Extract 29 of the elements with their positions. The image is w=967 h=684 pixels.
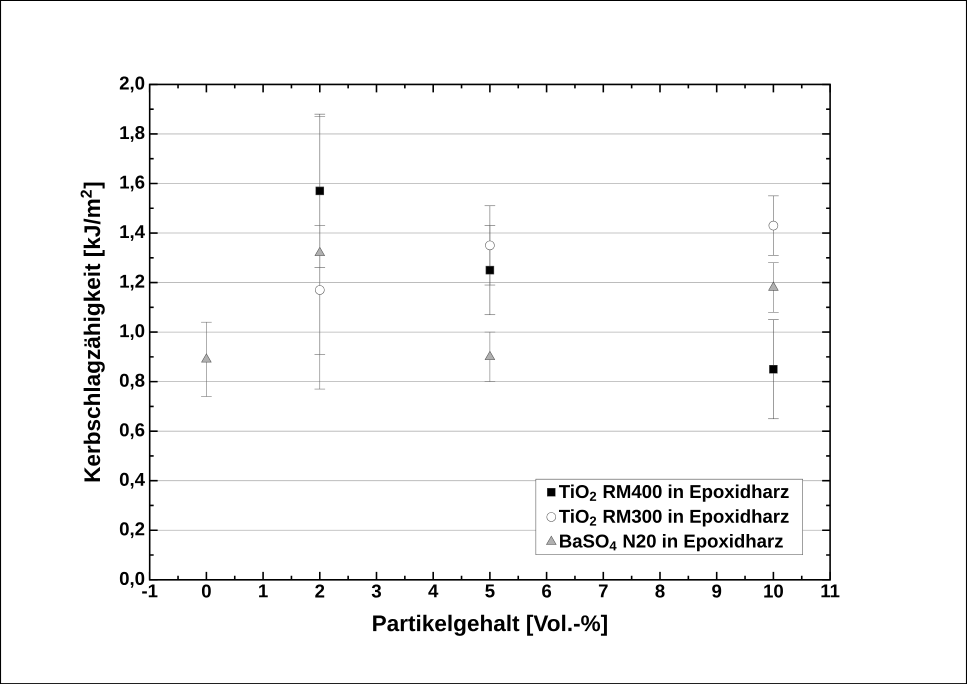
x-tick-label: 7 xyxy=(598,584,608,598)
y-tick-label: 0,6 xyxy=(120,423,144,440)
x-tick-label: -1 xyxy=(142,584,158,598)
x-tick-label: 3 xyxy=(372,584,381,598)
y-tick-label: 0,8 xyxy=(120,374,144,390)
x-tick-label: 6 xyxy=(542,584,552,598)
y-tick-label: 1,0 xyxy=(120,324,144,340)
y-tick-label: 0,0 xyxy=(120,572,144,588)
x-tick-label: 5 xyxy=(485,584,495,598)
legend-label: BaSO$_{4}$ N20 in Epoxidharz xyxy=(560,534,783,552)
x-tick-label: 4 xyxy=(428,584,438,598)
legend-label: TiO$_{2}$ RM300 in Epoxidharz xyxy=(558,509,789,526)
y-tick-label: 0,2 xyxy=(120,522,144,538)
legend-label: TiO$_{2}$ RM400 in Epoxidharz xyxy=(558,484,789,502)
y-tick-label: 0,4 xyxy=(120,472,145,489)
x-tick-label: 1 xyxy=(259,584,268,598)
x-axis-title: Partikelgehalt [Vol.-%] xyxy=(373,614,607,636)
x-tick-label: 8 xyxy=(655,584,665,598)
y-tick-label: 1,4 xyxy=(120,225,145,241)
x-tick-label: 2 xyxy=(315,584,324,598)
x-tick-label: 11 xyxy=(821,584,840,598)
x-tick-label: 0 xyxy=(202,584,211,598)
y-tick-label: 1,2 xyxy=(120,274,144,290)
x-tick-label: 10 xyxy=(764,584,783,598)
x-tick-label: 9 xyxy=(712,584,722,598)
y-tick-label: 1,8 xyxy=(120,126,144,142)
y-tick-label: 2,0 xyxy=(120,76,144,92)
y-axis-title: Kerbschlagzähigkeit [kJ/m$^{2}$] xyxy=(80,182,105,482)
y-tick-label: 1,6 xyxy=(120,175,144,192)
